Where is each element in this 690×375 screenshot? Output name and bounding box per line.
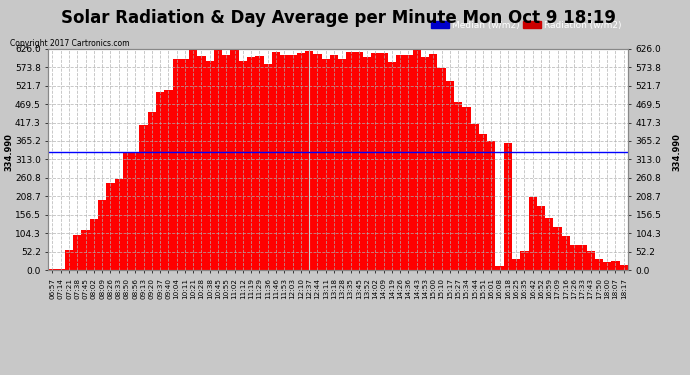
Text: Copyright 2017 Cartronics.com: Copyright 2017 Cartronics.com	[10, 39, 130, 48]
Bar	[255, 56, 264, 270]
Bar	[214, 49, 222, 270]
Bar	[98, 200, 106, 270]
Bar	[230, 50, 239, 270]
Bar	[479, 134, 487, 270]
Bar	[139, 125, 148, 270]
Bar	[421, 57, 429, 270]
Bar	[380, 53, 388, 270]
Bar	[586, 251, 595, 270]
Bar	[297, 53, 305, 270]
Bar	[487, 141, 495, 270]
Bar	[570, 245, 578, 270]
Bar	[388, 62, 396, 270]
Bar	[280, 55, 288, 270]
Bar	[90, 219, 98, 270]
Bar	[529, 197, 537, 270]
Bar	[404, 55, 413, 270]
Bar	[495, 267, 504, 270]
Bar	[322, 59, 330, 270]
Bar	[396, 55, 404, 270]
Text: 334.990: 334.990	[672, 133, 681, 171]
Bar	[106, 183, 115, 270]
Bar	[305, 51, 313, 270]
Bar	[330, 56, 338, 270]
Bar	[446, 81, 454, 270]
Bar	[429, 54, 437, 270]
Bar	[545, 217, 553, 270]
Bar	[272, 52, 280, 270]
Bar	[437, 68, 446, 270]
Bar	[288, 55, 297, 270]
Bar	[504, 143, 512, 270]
Bar	[65, 250, 73, 270]
Bar	[338, 58, 346, 270]
Bar	[156, 92, 164, 270]
Bar	[206, 61, 214, 270]
Bar	[164, 90, 172, 270]
Bar	[454, 102, 462, 270]
Bar	[48, 269, 57, 270]
Bar	[239, 62, 247, 270]
Bar	[148, 112, 156, 270]
Bar	[73, 235, 81, 270]
Bar	[264, 64, 272, 270]
Bar	[81, 230, 90, 270]
Bar	[611, 261, 620, 270]
Bar	[413, 49, 421, 270]
Bar	[313, 54, 322, 270]
Bar	[355, 52, 363, 270]
Bar	[189, 50, 197, 270]
Text: 334.990: 334.990	[5, 133, 14, 171]
Bar	[595, 259, 603, 270]
Bar	[462, 107, 471, 270]
Bar	[578, 245, 586, 270]
Bar	[197, 56, 206, 270]
Bar	[603, 262, 611, 270]
Legend: Median (w/m2), Radiation (w/m2): Median (w/m2), Radiation (w/m2)	[429, 19, 623, 32]
Bar	[363, 57, 371, 270]
Bar	[346, 52, 355, 270]
Bar	[512, 260, 520, 270]
Bar	[520, 251, 529, 270]
Bar	[181, 59, 189, 270]
Bar	[620, 265, 628, 270]
Bar	[57, 269, 65, 270]
Bar	[222, 55, 230, 270]
Bar	[115, 178, 123, 270]
Bar	[537, 206, 545, 270]
Bar	[562, 236, 570, 270]
Bar	[131, 152, 139, 270]
Bar	[471, 123, 479, 270]
Bar	[123, 153, 131, 270]
Text: Solar Radiation & Day Average per Minute Mon Oct 9 18:19: Solar Radiation & Day Average per Minute…	[61, 9, 615, 27]
Bar	[371, 53, 380, 270]
Bar	[247, 57, 255, 270]
Bar	[553, 227, 562, 270]
Bar	[172, 59, 181, 270]
